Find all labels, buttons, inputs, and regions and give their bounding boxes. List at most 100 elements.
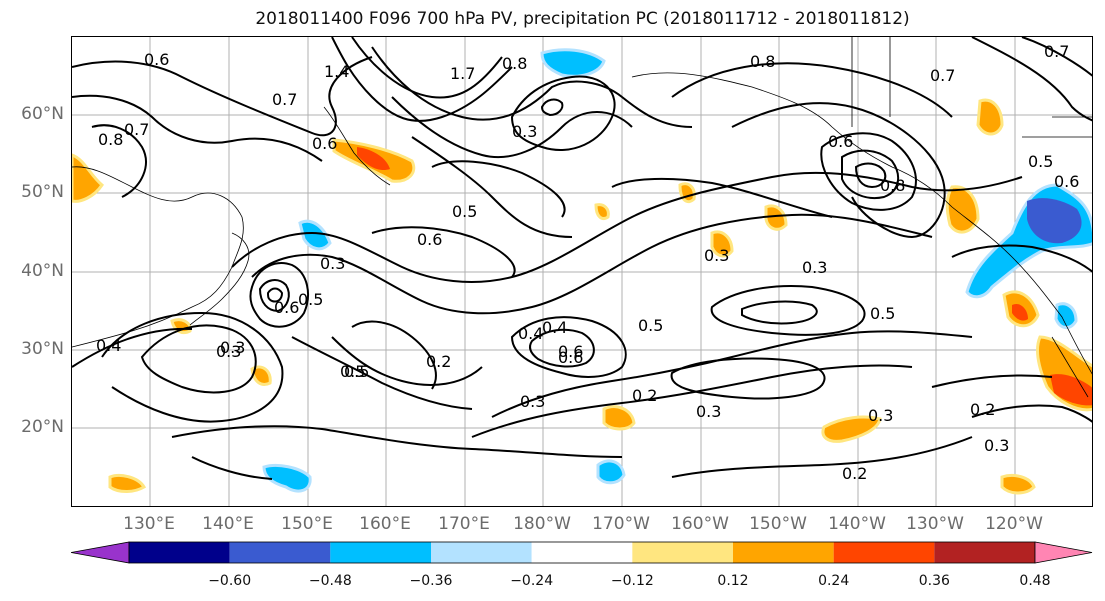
contour-label: 0.8 (98, 130, 123, 149)
pv-contour (820, 132, 917, 211)
contour-label: 0.6 (274, 298, 299, 317)
precip-positive-area (250, 365, 272, 386)
colorbar-box (129, 542, 230, 563)
pv-contour (741, 300, 818, 325)
pv-contour (510, 75, 616, 152)
coast-kamchatka (323, 106, 391, 186)
pv-contour (331, 336, 483, 386)
precip-shading (72, 48, 1092, 495)
pv-contour (731, 102, 946, 239)
contour-label: 0.6 (417, 230, 442, 249)
contour-label: 0.6 (828, 132, 853, 151)
contour-label: 0.6 (558, 342, 583, 361)
colorbar-tick-label: 0.24 (818, 573, 850, 589)
contour-label: 0.6 (144, 50, 169, 69)
lat-label-50n: 50°N (21, 182, 64, 202)
map-panel[interactable]: 0.6 1.4 1.7 0.8 0.7 0.8 0.7 0.5 0.6 0.8 … (71, 36, 1093, 507)
coast-baja (1051, 336, 1089, 398)
contour-label: 0.2 (842, 464, 867, 483)
contour-label: 0.5 (638, 316, 663, 335)
colorbar-tick-label: −0.36 (409, 573, 453, 589)
colorbar-box (833, 542, 935, 563)
lon-label-130w: 130°W (906, 514, 964, 534)
lon-label-140w: 140°W (828, 514, 886, 534)
contour-label: 0.6 (312, 134, 337, 153)
lon-label-140e: 140°E (202, 514, 254, 534)
contour-label: 0.5 (452, 202, 477, 221)
colorbar-box (531, 542, 633, 563)
precip-positive-area (821, 415, 882, 443)
pv-contour (431, 160, 566, 218)
pv-contour (351, 320, 437, 390)
contour-label: 0.3 (696, 402, 721, 421)
precip-positive-area (764, 204, 788, 231)
precip-positive-area (945, 185, 980, 234)
colorbar-tick-label: 0.48 (1019, 573, 1051, 589)
pv-contour (1021, 37, 1092, 77)
lon-label-180w: 180°W (513, 514, 571, 534)
precip-negative-area (540, 48, 606, 78)
pv-contour (251, 213, 933, 315)
contour-label: 0.8 (750, 52, 775, 71)
coast-alaska (631, 72, 953, 208)
precip-positive-area (1000, 473, 1036, 495)
contour-label: 0.3 (216, 342, 241, 361)
contour-label: 0.2 (970, 400, 995, 419)
colorbar-tick-label: −0.24 (510, 573, 554, 589)
coast-hudson (1022, 116, 1092, 138)
colorbar-tick-label: −0.60 (208, 573, 252, 589)
contour-labels: 0.6 1.4 1.7 0.8 0.7 0.8 0.7 0.5 0.6 0.8 … (96, 42, 1079, 483)
lon-label-150w: 150°W (749, 514, 807, 534)
pv-contour (72, 327, 193, 368)
contour-label: 0.5 (344, 362, 369, 381)
lon-label-130e: 130°E (123, 514, 175, 534)
contour-label: 0.8 (880, 176, 905, 195)
precip-positive-area (976, 98, 1004, 136)
contour-label: 0.3 (320, 254, 345, 273)
lon-label-160w: 160°W (671, 514, 729, 534)
pv-contour (411, 136, 573, 238)
pv-contours (72, 37, 1092, 480)
pv-contour (371, 46, 693, 128)
pv-contour (91, 124, 147, 198)
colorbar (71, 541, 1093, 564)
pv-contour (670, 357, 826, 400)
contour-label: 0.5 (298, 290, 323, 309)
precip-positive-area (72, 153, 104, 203)
pv-contour (491, 330, 973, 418)
pv-contour (140, 324, 257, 394)
contour-label: 0.3 (704, 246, 729, 265)
colorbar-tick-label: −0.12 (610, 573, 654, 589)
precip-positive-area (1012, 303, 1028, 321)
lat-label-20n: 20°N (21, 417, 64, 437)
colorbar-box (632, 542, 733, 563)
precip-positive-area (710, 230, 734, 258)
contour-label: 0.7 (272, 90, 297, 109)
pv-contour (951, 244, 1092, 273)
colorbar-box (431, 542, 532, 563)
precip-negative-area (1027, 198, 1082, 244)
contour-label: 0.4 (542, 318, 567, 337)
colorbar-tick-label: 0.36 (918, 573, 950, 589)
pv-contour (391, 96, 633, 159)
pv-contour (671, 62, 953, 118)
pv-contour (291, 336, 473, 410)
precip-positive-area (1050, 374, 1092, 406)
colorbar-extend-high (1034, 541, 1093, 564)
contour-label: 0.7 (124, 120, 149, 139)
contour-label: 0.3 (220, 338, 245, 357)
contour-label: 0.5 (1028, 152, 1053, 171)
colorbar-tick-label: −0.48 (308, 573, 352, 589)
precip-positive-area (357, 147, 390, 171)
colorbar-boxes (71, 541, 1093, 564)
contour-label: 0.4 (96, 336, 121, 355)
contour-label: 1.4 (324, 62, 349, 81)
pv-contour (529, 328, 595, 368)
precip-negative-area (596, 459, 626, 485)
colorbar-tick-label: 0.12 (717, 573, 749, 589)
pv-contour (854, 162, 887, 189)
pv-contour (101, 311, 284, 423)
colorbar-box (330, 542, 431, 563)
contour-label: 0.3 (512, 122, 537, 141)
lon-label-170w: 170°W (592, 514, 650, 534)
